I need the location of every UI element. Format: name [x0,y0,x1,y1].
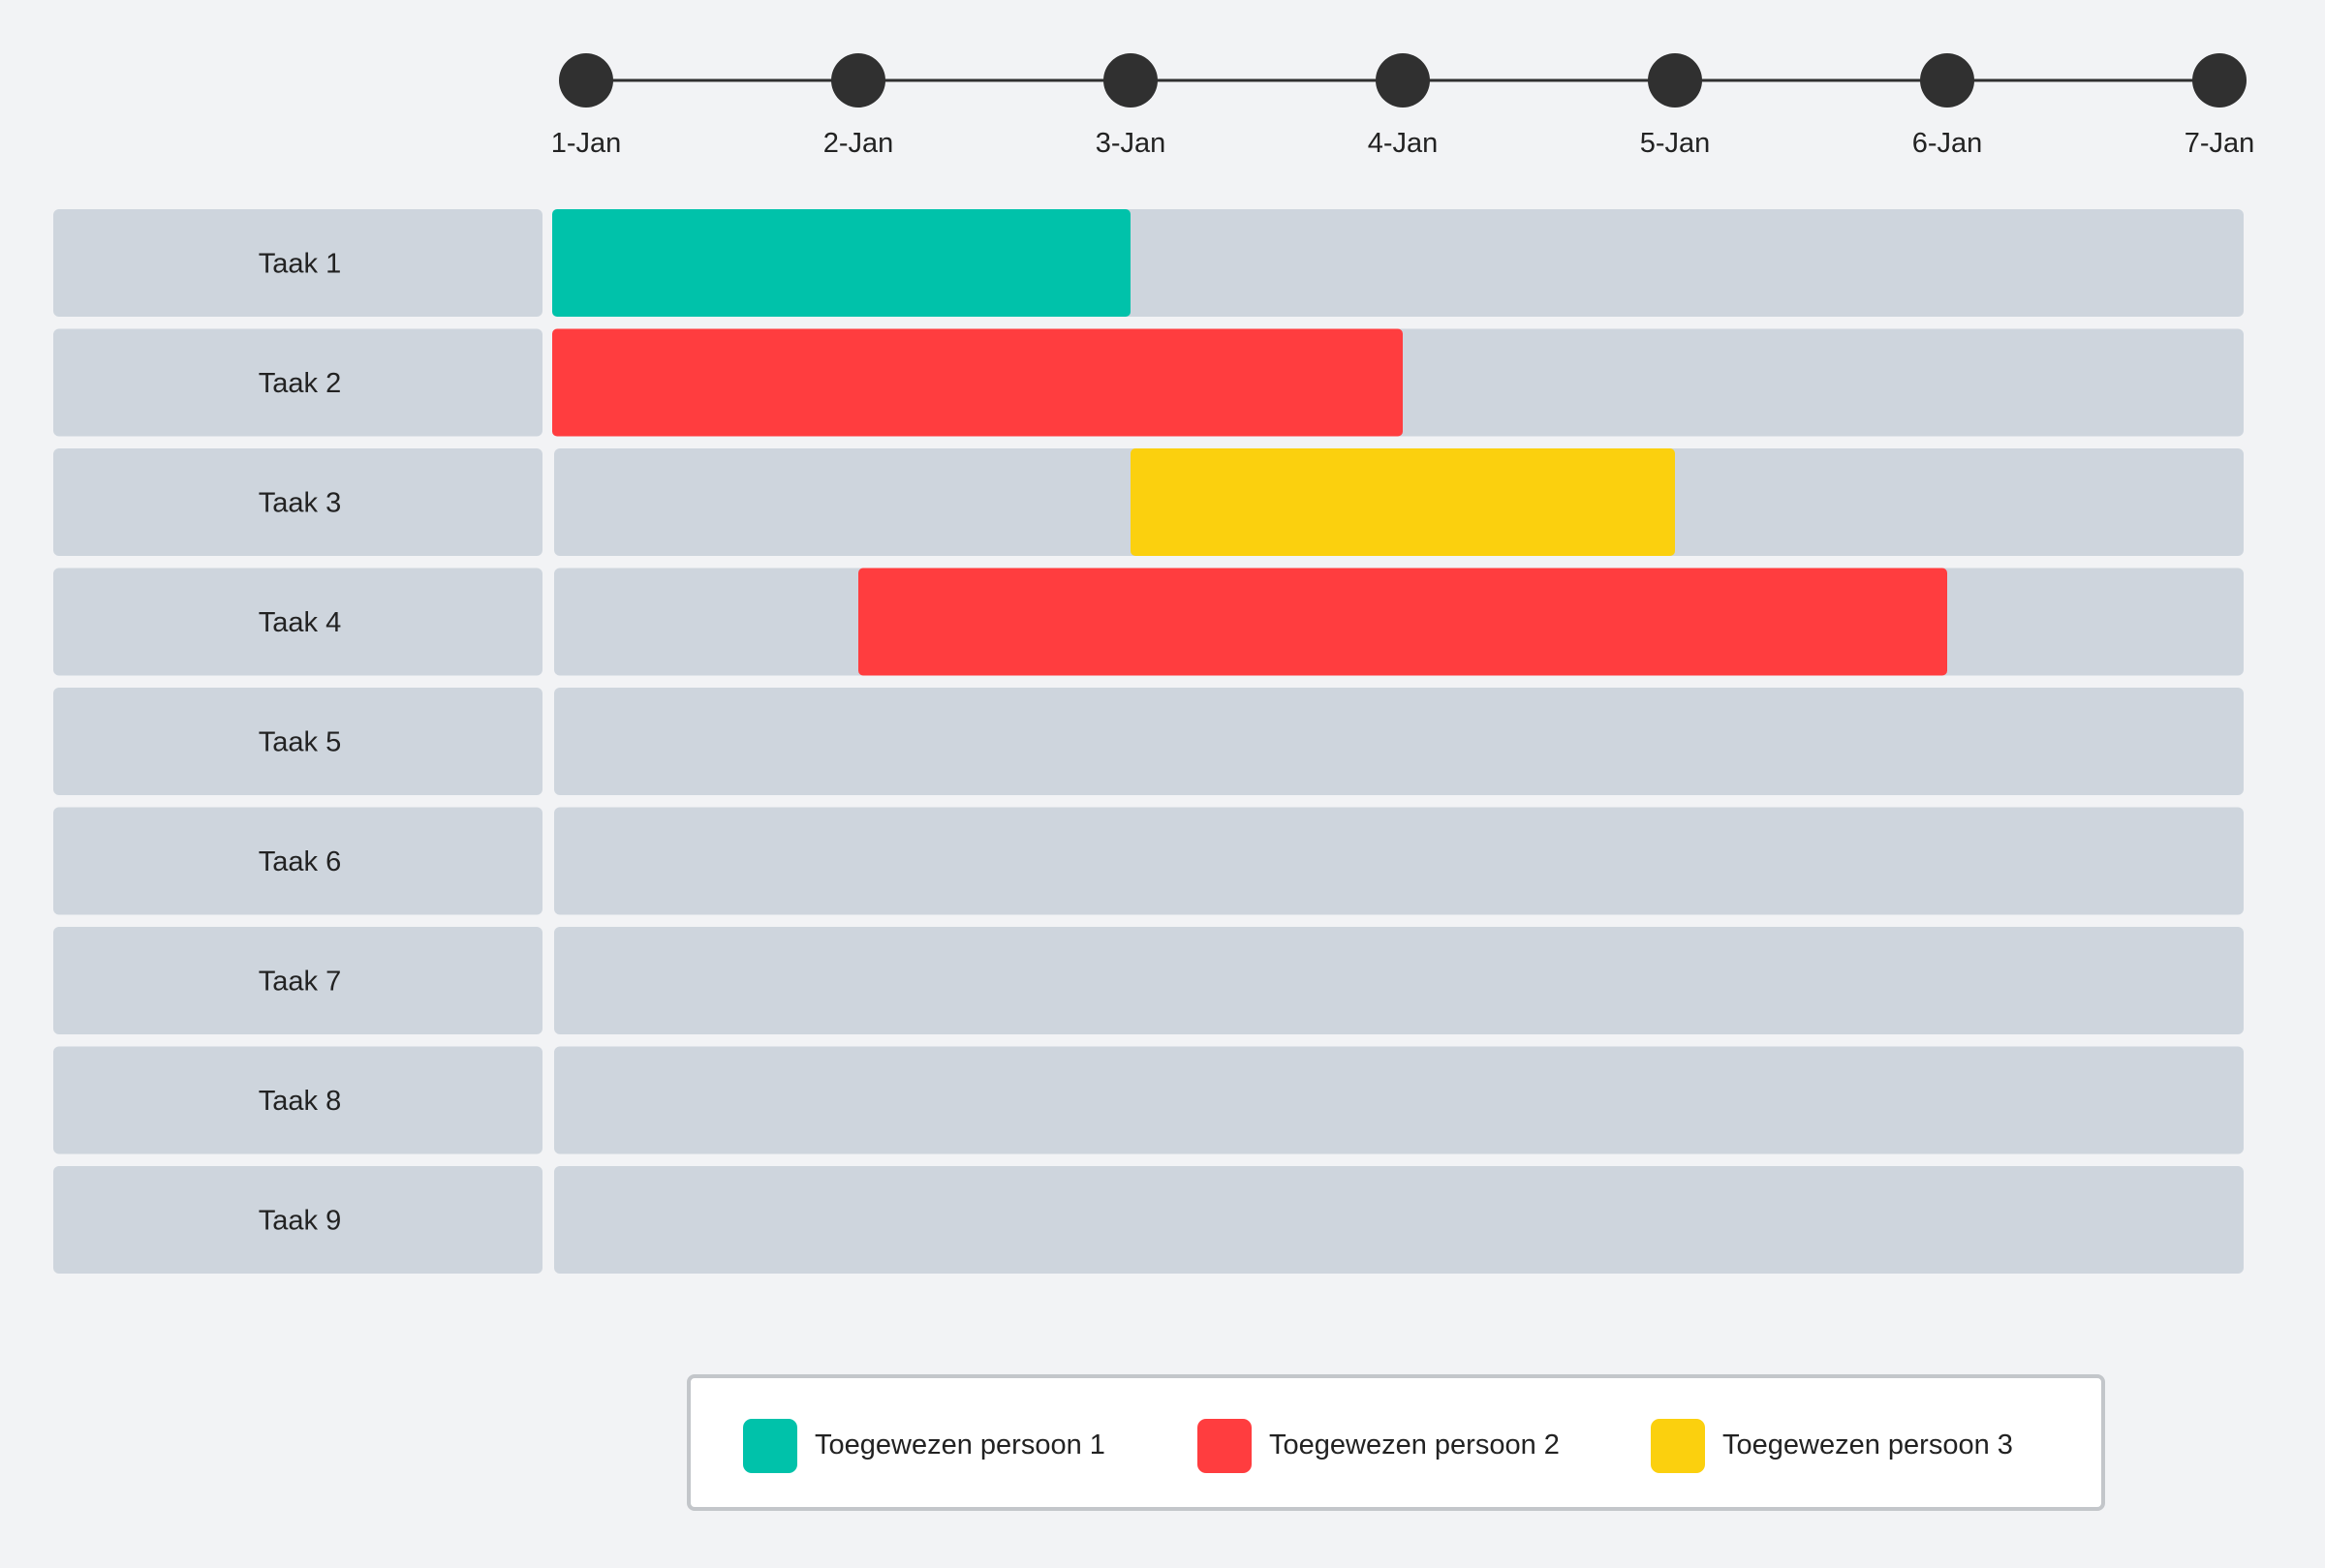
legend: Toegewezen persoon 1 Toegewezen persoon 2… [687,1374,2105,1511]
tick-label: 6-Jan [1912,128,1983,159]
task-label-cell [53,1046,542,1154]
task-label-cell [53,688,542,795]
legend-swatch [743,1419,797,1473]
legend-label: Toegewezen persoon 2 [1269,1430,1560,1460]
legend-label: Toegewezen persoon 1 [815,1430,1105,1460]
task-track [554,1166,2244,1274]
legend-label: Toegewezen persoon 3 [1722,1430,2013,1460]
tick-label: 2-Jan [823,128,894,159]
task-label: Taak 8 [259,1086,341,1117]
tick-label: 3-Jan [1096,128,1166,159]
task-label-cell [53,448,542,556]
timeline-dot [831,53,885,108]
timeline-dot [559,53,613,108]
task-label: Taak 9 [259,1206,341,1237]
task-bar [858,568,1947,676]
task-label: Taak 7 [259,967,341,998]
gantt-chart: 1-Jan 2-Jan 3-Jan 4-Jan 5-Jan 6-Jan 7-Jan Taak… [53,53,2255,1274]
timeline-axis: 1-Jan 2-Jan 3-Jan 4-Jan 5-Jan 6-Jan 7-Jan [551,53,2255,159]
task-label: Taak 6 [259,846,341,877]
timeline-dot [1648,53,1702,108]
task-label: Taak 5 [259,727,341,758]
timeline-dot [2192,53,2247,108]
legend-swatch [1197,1419,1252,1473]
task-bar [1131,448,1675,556]
task-label: Taak 3 [259,488,341,519]
legend-swatch [1651,1419,1705,1473]
timeline-dot [1376,53,1430,108]
task-track [554,1046,2244,1154]
task-track [554,807,2244,915]
task-bar [552,328,1403,437]
task-label: Taak 2 [259,368,341,399]
tick-label: 1-Jan [551,128,622,159]
task-label-cell [53,209,542,317]
timeline-dot [1103,53,1158,108]
tick-label: 4-Jan [1368,128,1439,159]
task-label-cell [53,568,542,676]
task-label-cell [53,807,542,915]
task-track [554,688,2244,795]
tick-label: 5-Jan [1640,128,1711,159]
task-label-cell [53,927,542,1034]
timeline-dot [1920,53,1974,108]
task-label-cell [53,328,542,437]
task-rows: Taak 1 Taak 2 Taak 3 Taak 4 Taak 5 Taak 6 Taak… [53,209,2244,1274]
task-label: Taak 1 [259,249,341,280]
tick-label: 7-Jan [2185,128,2255,159]
task-track [554,927,2244,1034]
task-bar [552,209,1131,317]
task-label: Taak 4 [259,607,341,638]
task-label-cell [53,1166,542,1274]
